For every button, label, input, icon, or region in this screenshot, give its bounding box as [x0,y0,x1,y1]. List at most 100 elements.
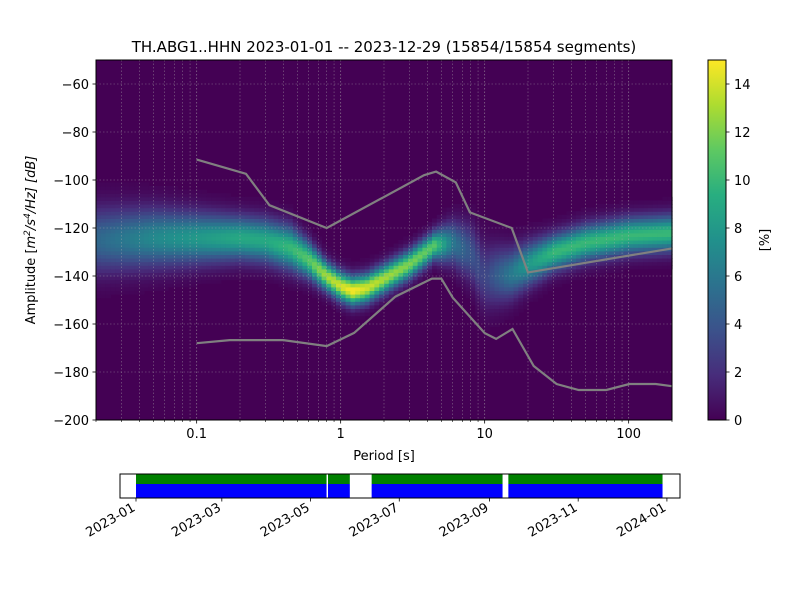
heatmap-cell [585,268,591,273]
heatmap-cell [571,222,577,227]
heatmap-cell [230,204,236,209]
heatmap-cell [470,204,476,209]
heatmap-cell [489,229,495,234]
heatmap-cell [254,222,260,227]
heatmap-cell [465,276,471,281]
heatmap-cell [225,232,231,237]
heatmap-cell [604,207,611,212]
heatmap-cell [345,301,351,306]
heatmap-cell [316,290,323,295]
heatmap-cell [499,268,505,273]
heatmap-cell [307,236,313,241]
heatmap-cell [297,250,303,255]
heatmap-cell [292,254,299,259]
heatmap-cell [595,204,601,209]
heatmap-cell [412,232,419,237]
heatmap-cell [556,218,563,223]
heatmap-cell [120,290,126,295]
heatmap-cell [115,279,121,284]
heatmap-cell [182,225,188,230]
heatmap-cell [460,265,467,270]
heatmap-cell [542,258,548,263]
heatmap-cell [590,232,596,237]
heatmap-cell [235,276,241,281]
heatmap-cell [547,243,553,248]
heatmap-cell [211,254,217,259]
heatmap-cell [667,200,673,205]
heatmap-cell [196,240,203,245]
heatmap-cell [182,272,188,277]
heatmap-cell [456,218,462,223]
heatmap-cell [571,258,577,263]
heatmap-cell [561,225,567,230]
heatmap-cell [355,315,361,320]
heatmap-cell [532,225,539,230]
heatmap-cell [201,196,207,201]
heatmap-cell [288,283,294,288]
heatmap-cell [609,236,615,241]
heatmap-cell [576,225,582,230]
heatmap-cell [441,250,447,255]
heatmap-cell [244,254,251,259]
heatmap-cell [480,294,486,299]
heatmap-cell [211,211,217,216]
heatmap-cell [273,232,279,237]
heatmap-cell [148,207,155,212]
heatmap-cell [129,286,135,291]
heatmap-cell [340,290,347,295]
heatmap-cell [537,247,543,252]
heatmap-cell [336,254,342,259]
heatmap-cell [580,254,587,259]
heatmap-cell [456,268,462,273]
heatmap-cell [144,265,150,270]
availability-segment-lower [371,484,503,498]
heatmap-cell [307,258,313,263]
heatmap-cell [556,279,563,284]
heatmap-cell [537,258,543,263]
heatmap-cell [182,222,188,227]
heatmap-cell [244,222,251,227]
heatmap-cell [374,308,380,313]
heatmap-cell [129,283,135,288]
heatmap-cell [172,283,179,288]
heatmap-cell [484,279,491,284]
heatmap-cell [499,272,505,277]
heatmap-cell [379,286,385,291]
heatmap-cell [340,286,347,291]
heatmap-cell [504,294,510,299]
heatmap-cell [240,272,246,277]
heatmap-cell [148,211,155,216]
heatmap-cell [120,258,126,263]
heatmap-cell [345,304,351,309]
heatmap-cell [528,236,534,241]
heatmap-cell [436,236,443,241]
heatmap-cell [484,232,491,237]
heatmap-cell [494,247,500,252]
heatmap-cell [489,261,495,266]
x-axis-label: Period [s] [353,449,415,464]
availability-segment-upper [371,474,503,484]
heatmap-cell [508,232,515,237]
heatmap-cell [422,261,428,266]
heatmap-cell [528,290,534,295]
heatmap-cell [494,279,500,284]
heatmap-cell [667,211,673,216]
heatmap-cell [206,218,212,223]
x-tick-label: 0.1 [186,427,207,442]
heatmap-cell [657,254,663,259]
heatmap-cell [355,297,361,302]
heatmap-cell [532,279,539,284]
heatmap-cell [307,286,313,291]
heatmap-cell [465,232,471,237]
heatmap-cell [436,243,443,248]
heatmap-cell [446,214,452,219]
heatmap-cell [264,250,270,255]
heatmap-cell [129,193,135,198]
heatmap-cell [609,254,615,259]
heatmap-cell [302,250,308,255]
heatmap-cell [508,250,515,255]
heatmap-cell [172,236,179,241]
heatmap-cell [182,258,188,263]
heatmap-cell [633,204,639,209]
heatmap-cell [460,279,467,284]
